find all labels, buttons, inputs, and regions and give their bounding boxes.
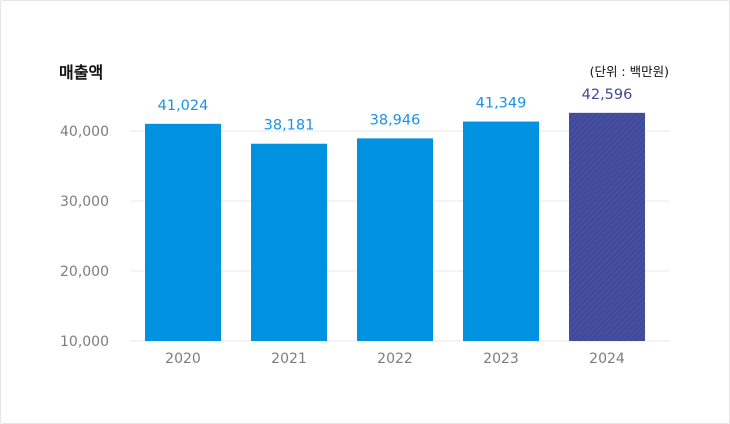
bars: [145, 112, 645, 341]
data-label: 41,024: [158, 98, 209, 114]
data-label: 38,181: [264, 118, 315, 134]
y-axis: 10,000 20,000 30,000 40,000: [60, 124, 109, 350]
data-label: 38,946: [370, 112, 421, 128]
x-tick-label: 2023: [483, 351, 519, 367]
y-tick-label: 30,000: [60, 194, 109, 210]
bar-2022: [357, 138, 433, 341]
y-tick-label: 20,000: [60, 264, 109, 280]
y-tick-label: 40,000: [60, 124, 109, 140]
x-tick-label: 2020: [165, 351, 201, 367]
bar-2024: [569, 112, 645, 341]
x-tick-label: 2024: [589, 351, 625, 367]
data-label: 42,596: [582, 87, 633, 103]
x-tick-label: 2021: [271, 351, 307, 367]
bar-2020: [145, 123, 221, 341]
x-tick-label: 2022: [377, 351, 413, 367]
bar-2021: [251, 143, 327, 341]
data-labels: 41,024 38,181 38,946 41,349 42,596: [158, 87, 633, 134]
chart-title: 매출액: [59, 63, 104, 82]
unit-label: (단위 : 백만원): [589, 64, 669, 79]
data-label: 41,349: [476, 96, 527, 112]
x-axis: 2020 2021 2022 2023 2024: [165, 351, 625, 367]
bar-2023: [463, 121, 539, 341]
y-tick-label: 10,000: [60, 334, 109, 350]
